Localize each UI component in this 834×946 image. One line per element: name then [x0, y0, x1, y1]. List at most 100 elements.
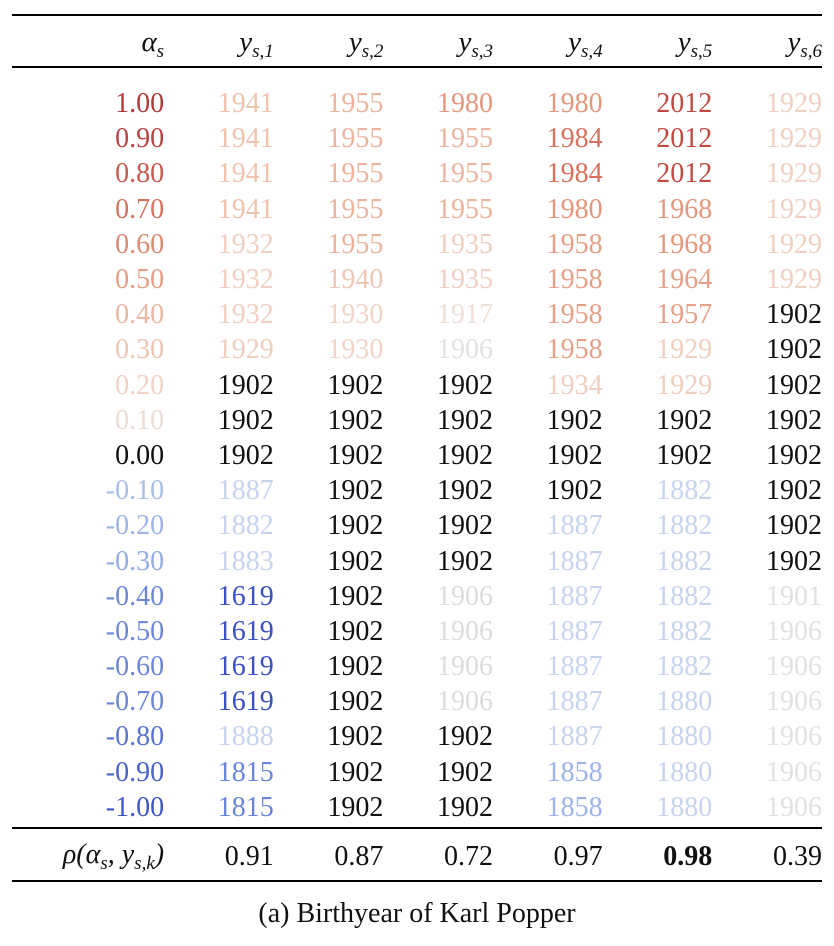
- value-cell: 1906: [766, 615, 822, 647]
- value-cell: 1902: [766, 334, 822, 366]
- alpha-cell: -0.80: [105, 721, 165, 753]
- value-cell: 1902: [766, 369, 822, 401]
- value-cell: 2012: [656, 123, 713, 155]
- value-cell: 1902: [327, 721, 384, 753]
- alpha-cell: 0.80: [115, 158, 165, 190]
- value-cell: 1902: [327, 615, 384, 647]
- table-row: 0.20 1902 1902 1902 1934 1929 1902: [12, 368, 822, 403]
- table-row: -0.70 1619 1902 1906 1887 1880 1906: [12, 684, 822, 719]
- value-cell: 1902: [546, 475, 603, 507]
- value-cell: 1902: [437, 369, 493, 401]
- correlation-value: 0.91: [224, 840, 274, 872]
- value-cell: 1902: [437, 475, 493, 507]
- value-cell: 1955: [327, 193, 384, 225]
- value-cell: 1902: [327, 580, 384, 612]
- value-cell: 1902: [327, 756, 384, 788]
- value-cell: 2012: [656, 158, 713, 190]
- header-col: ys,4: [568, 25, 603, 62]
- value-cell: 1902: [766, 510, 822, 542]
- value-cell: 1932: [217, 299, 274, 331]
- alpha-cell: 0.60: [115, 228, 165, 260]
- value-cell: 1887: [546, 580, 603, 612]
- table-row: -0.50 1619 1902 1906 1887 1882 1906: [12, 614, 822, 649]
- value-cell: 1902: [766, 545, 822, 577]
- correlation-rule: [12, 827, 822, 829]
- value-cell: 1619: [217, 686, 274, 718]
- value-cell: 1815: [217, 756, 274, 788]
- alpha-cell: 0.00: [115, 439, 165, 471]
- value-cell: 1902: [327, 545, 384, 577]
- value-cell: 1941: [217, 193, 274, 225]
- value-cell: 1906: [766, 651, 822, 683]
- table-row: -0.40 1619 1902 1906 1887 1882 1901: [12, 579, 822, 614]
- value-cell: 1882: [656, 510, 713, 542]
- alpha-cell: 0.90: [115, 123, 165, 155]
- value-cell: 1929: [217, 334, 274, 366]
- correlation-value: 0.72: [444, 840, 493, 872]
- value-cell: 1858: [546, 791, 603, 823]
- value-cell: 1941: [217, 123, 274, 155]
- value-cell: 1932: [217, 264, 274, 296]
- value-cell: 1902: [327, 439, 384, 471]
- table-row: 0.60 1932 1955 1935 1958 1968 1929: [12, 227, 822, 262]
- value-cell: 1902: [766, 404, 822, 436]
- value-cell: 1887: [546, 721, 603, 753]
- alpha-cell: -0.50: [105, 615, 165, 647]
- value-cell: 1902: [327, 404, 384, 436]
- value-cell: 1906: [766, 791, 822, 823]
- table-row: -0.10 1887 1902 1902 1902 1882 1902: [12, 473, 822, 508]
- alpha-cell: -0.60: [105, 651, 165, 683]
- value-cell: 1880: [656, 756, 713, 788]
- value-cell: 1902: [656, 439, 713, 471]
- value-cell: 1902: [437, 510, 493, 542]
- value-cell: 1984: [546, 158, 603, 190]
- value-cell: 1940: [327, 264, 384, 296]
- value-cell: 1902: [546, 439, 603, 471]
- alpha-cell: 0.70: [115, 193, 165, 225]
- value-cell: 1964: [656, 264, 713, 296]
- value-cell: 1902: [437, 756, 493, 788]
- header-col: ys,1: [239, 25, 274, 62]
- value-cell: 1887: [217, 475, 274, 507]
- value-cell: 1955: [437, 123, 493, 155]
- value-cell: 1902: [327, 686, 384, 718]
- value-cell: 1887: [546, 510, 603, 542]
- value-cell: 1955: [327, 158, 384, 190]
- value-cell: 1887: [546, 651, 603, 683]
- value-cell: 1958: [546, 228, 603, 260]
- table-body: 1.00 1941 1955 1980 1980 2012 1929 0.90 1941 1955…: [12, 72, 822, 825]
- value-cell: 1880: [656, 686, 713, 718]
- alpha-cell: 0.20: [115, 369, 165, 401]
- table-row: -0.30 1883 1902 1902 1887 1882 1902: [12, 543, 822, 578]
- value-cell: 1955: [437, 193, 493, 225]
- alpha-cell: -0.40: [105, 580, 165, 612]
- value-cell: 1882: [656, 475, 713, 507]
- top-rule: [12, 14, 822, 16]
- correlation-section: ρ(αs, ys,k) 0.91 0.87 0.72 0.97 0.98 0.3…: [12, 825, 822, 879]
- value-cell: 1968: [656, 193, 713, 225]
- table-row: -0.60 1619 1902 1906 1887 1882 1906: [12, 649, 822, 684]
- value-cell: 1935: [437, 264, 493, 296]
- value-cell: 1906: [437, 334, 493, 366]
- value-cell: 1902: [546, 404, 603, 436]
- value-cell: 1815: [217, 791, 274, 823]
- value-cell: 1901: [766, 580, 822, 612]
- alpha-cell: -0.20: [105, 510, 165, 542]
- alpha-cell: 1.00: [115, 88, 165, 120]
- value-cell: 1906: [766, 756, 822, 788]
- value-cell: 1932: [217, 228, 274, 260]
- value-cell: 1858: [546, 756, 603, 788]
- table-caption: (a) Birthyear of Karl Popper: [258, 898, 576, 929]
- value-cell: 1929: [766, 228, 822, 260]
- value-cell: 1957: [656, 299, 713, 331]
- value-cell: 1882: [656, 615, 713, 647]
- bottom-rule: [12, 880, 822, 882]
- value-cell: 1906: [766, 721, 822, 753]
- value-cell: 1929: [766, 123, 822, 155]
- header-row: αs ys,1 ys,2 ys,3 ys,4 ys,5 ys,6: [12, 12, 822, 72]
- alpha-cell: -0.90: [105, 756, 165, 788]
- value-cell: 1887: [546, 686, 603, 718]
- value-cell: 1619: [217, 580, 274, 612]
- value-cell: 1955: [437, 158, 493, 190]
- value-cell: 1619: [217, 651, 274, 683]
